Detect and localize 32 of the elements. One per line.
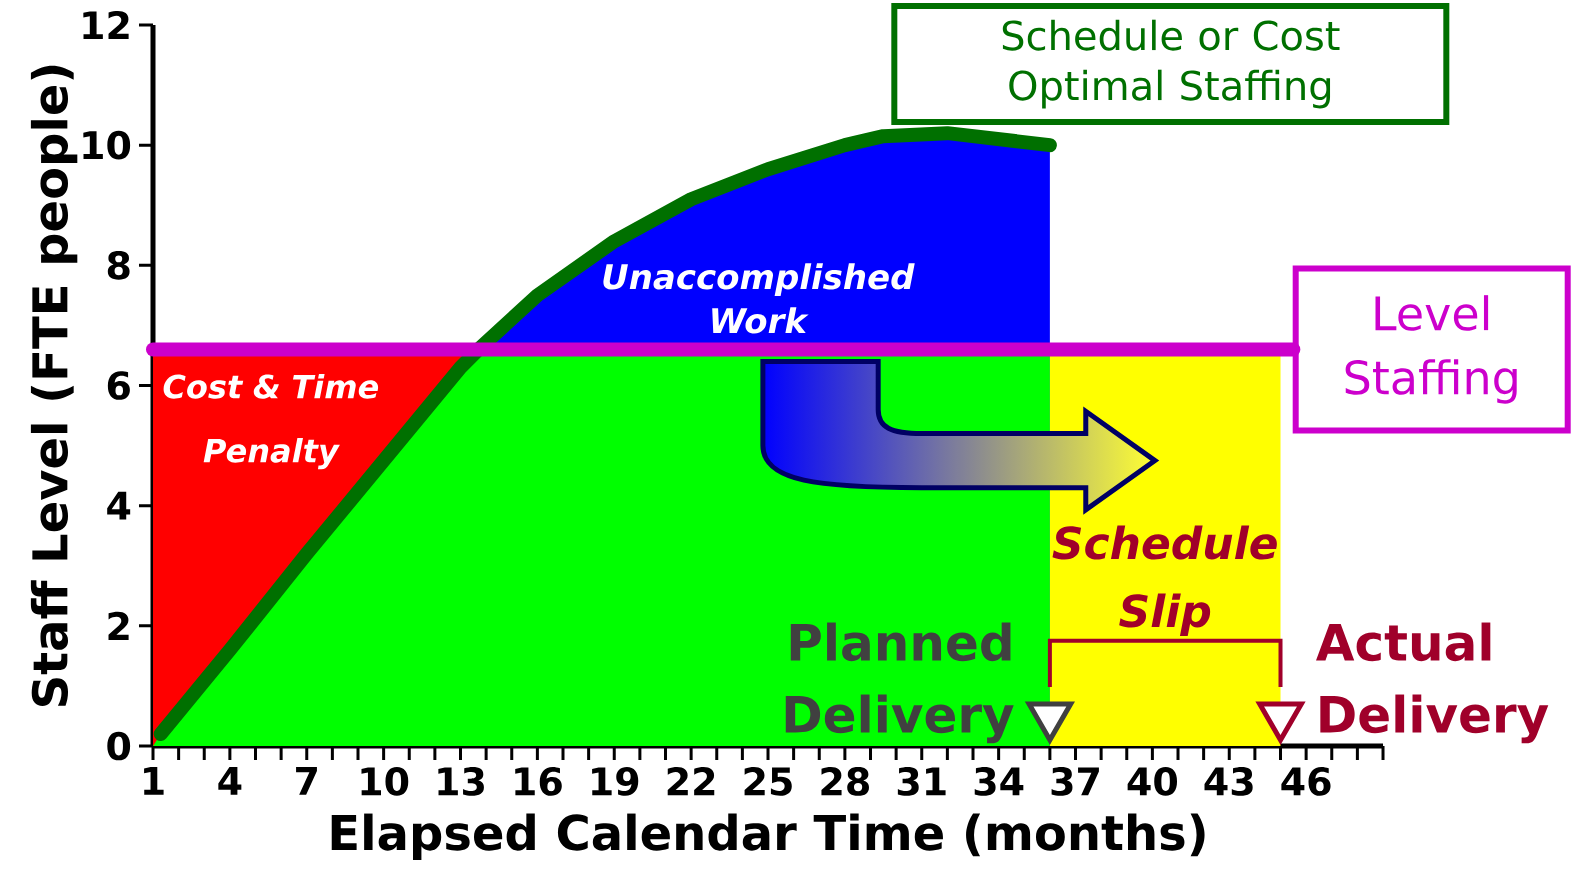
y-tick-label: 6 xyxy=(107,371,130,400)
x-tick-label: 40 xyxy=(1127,767,1178,796)
series-label: Level Staffing xyxy=(1345,295,1517,404)
x-tick-label: 28 xyxy=(821,767,869,796)
x-axis-title: Elapsed Calendar Time (months) xyxy=(331,813,1205,860)
x-tick-label: 22 xyxy=(667,767,715,796)
x-tick-label: 46 xyxy=(1281,767,1331,796)
y-tick-label: 8 xyxy=(107,250,130,280)
x-tick-label: 19 xyxy=(592,767,639,796)
series-label: Schedule or Cost Optimal Staffing xyxy=(1002,19,1340,109)
x-tick-label: 16 xyxy=(515,767,562,796)
x-tick-label: 34 xyxy=(974,767,1024,796)
y-tick-label: 12 xyxy=(83,10,129,40)
x-tick-label: 1 xyxy=(144,767,164,795)
x-tick-label: 4 xyxy=(218,767,242,795)
y-tick-label: 4 xyxy=(107,491,131,520)
text: Cost & Time Penalty xyxy=(163,373,379,470)
annotation: Unaccomplished Work xyxy=(603,263,915,334)
x-tick-label: 37 xyxy=(1051,767,1099,796)
y-tick-label: 10 xyxy=(83,130,131,160)
x-tick-label: 25 xyxy=(744,767,792,796)
y-tick-label: 2 xyxy=(108,611,129,640)
x-tick-label: 7 xyxy=(296,767,317,795)
x-tick-label: 43 xyxy=(1204,767,1253,796)
series-label: Planned Delivery xyxy=(785,622,1014,744)
x-tick-label: 10 xyxy=(361,767,409,796)
x-tick-label: 31 xyxy=(897,767,946,796)
y-tick-label: 0 xyxy=(107,731,131,761)
y-axis-title: Staff Level (FTE people) xyxy=(30,65,78,706)
annotation: Schedule Slip xyxy=(1052,525,1277,637)
x-tick-label: 13 xyxy=(438,767,484,796)
legend-label: Actual Delivery xyxy=(1316,622,1549,744)
